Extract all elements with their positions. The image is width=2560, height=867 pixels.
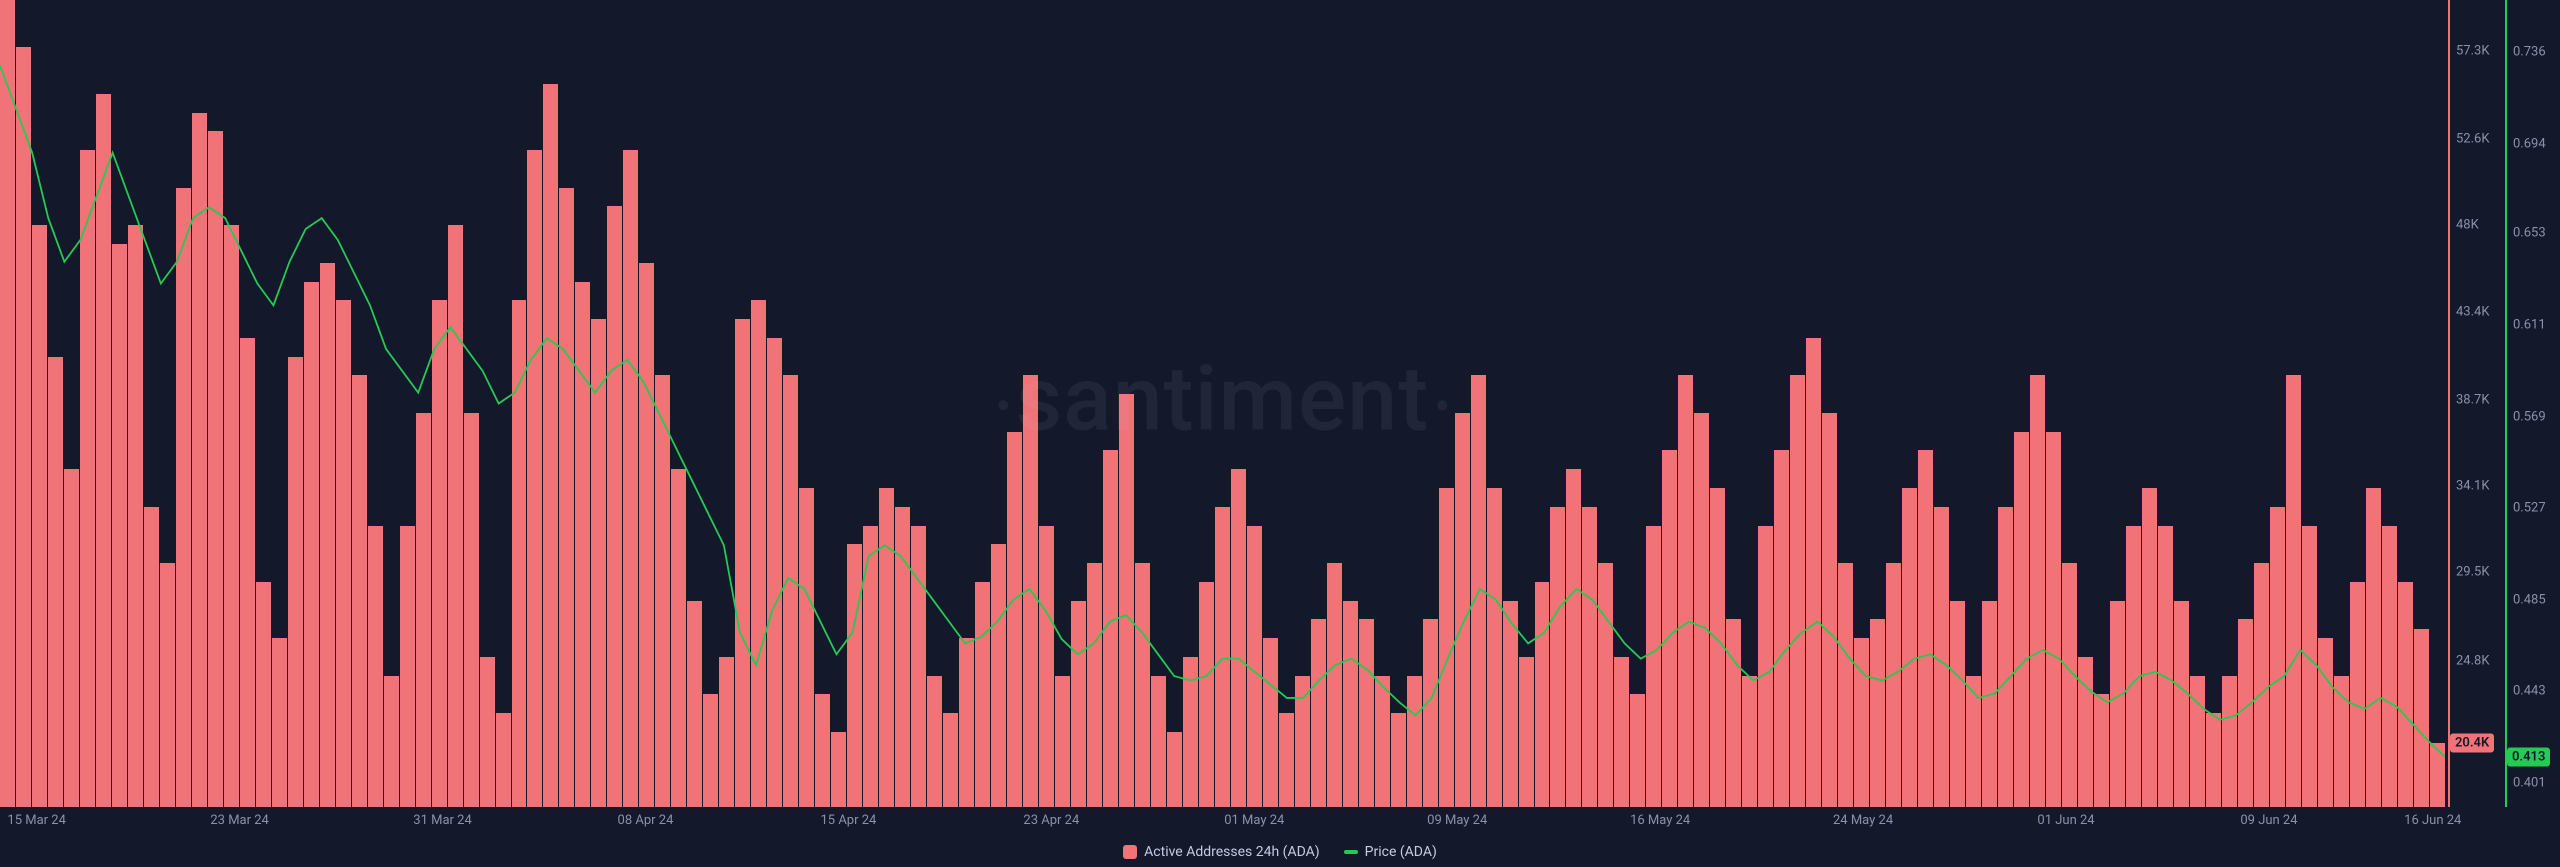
y-axis-price: 0.736 0.694 0.653 0.611 0.569 0.527 0.485 0.443…: [2505, 0, 2560, 807]
legend-item[interactable]: Active Addresses 24h (ADA): [1123, 844, 1319, 860]
x-tick: 09 Jun 24: [2240, 813, 2297, 828]
price-line-series: [0, 0, 2445, 807]
y1-tick: 43.4K: [2456, 304, 2490, 319]
y1-tick: 38.7K: [2456, 392, 2490, 407]
y2-tick: 0.443: [2513, 684, 2546, 699]
y1-tick: 34.1K: [2456, 479, 2490, 494]
y1-tick: 29.5K: [2456, 565, 2490, 580]
x-tick: 16 May 24: [1630, 813, 1690, 828]
x-tick: 08 Apr 24: [618, 813, 674, 828]
chart-root: santiment 57.3K 52.6K 48K 43.4K 38.7K 34.1K 29…: [0, 0, 2560, 867]
x-tick: 09 May 24: [1427, 813, 1487, 828]
x-tick: 31 Mar 24: [413, 813, 472, 828]
x-tick: 15 Apr 24: [820, 813, 876, 828]
y-axis-active-addresses: 57.3K 52.6K 48K 43.4K 38.7K 34.1K 29.5K 24.8K 20…: [2447, 0, 2502, 807]
y2-tick: 0.485: [2513, 592, 2546, 607]
x-tick: 16 Jun 24: [2404, 813, 2461, 828]
x-tick: 23 Apr 24: [1023, 813, 1079, 828]
y2-tick: 0.401: [2513, 776, 2546, 791]
x-tick: 15 Mar 24: [7, 813, 66, 828]
y2-tick: 0.569: [2513, 409, 2546, 424]
x-axis: 15 Mar 24 23 Mar 24 31 Mar 24 08 Apr 24 15 A…: [0, 809, 2445, 837]
y2-tick: 0.527: [2513, 501, 2546, 516]
y2-tick: 0.694: [2513, 136, 2546, 151]
legend-label: Price (ADA): [1365, 844, 1437, 860]
y2-tick: 0.736: [2513, 45, 2546, 60]
legend-item[interactable]: Price (ADA): [1344, 844, 1437, 860]
y1-tick: 20.4K: [2450, 734, 2494, 753]
y1-tick: 24.8K: [2456, 653, 2490, 668]
legend: Active Addresses 24h (ADA) Price (ADA): [0, 837, 2560, 867]
x-tick: 24 May 24: [1833, 813, 1893, 828]
x-tick: 23 Mar 24: [210, 813, 269, 828]
legend-line-swatch-icon: [1344, 850, 1358, 854]
x-tick: 01 Jun 24: [2037, 813, 2094, 828]
y2-tick: 0.611: [2513, 317, 2546, 332]
y1-tick: 57.3K: [2456, 43, 2490, 58]
y2-tick: 0.413: [2507, 747, 2550, 766]
legend-box-swatch-icon: [1123, 845, 1137, 859]
y1-tick: 52.6K: [2456, 131, 2490, 146]
y2-tick: 0.653: [2513, 226, 2546, 241]
plot-area[interactable]: santiment: [0, 0, 2445, 807]
x-tick: 01 May 24: [1224, 813, 1284, 828]
legend-label: Active Addresses 24h (ADA): [1144, 844, 1319, 860]
y1-tick: 48K: [2456, 218, 2479, 233]
